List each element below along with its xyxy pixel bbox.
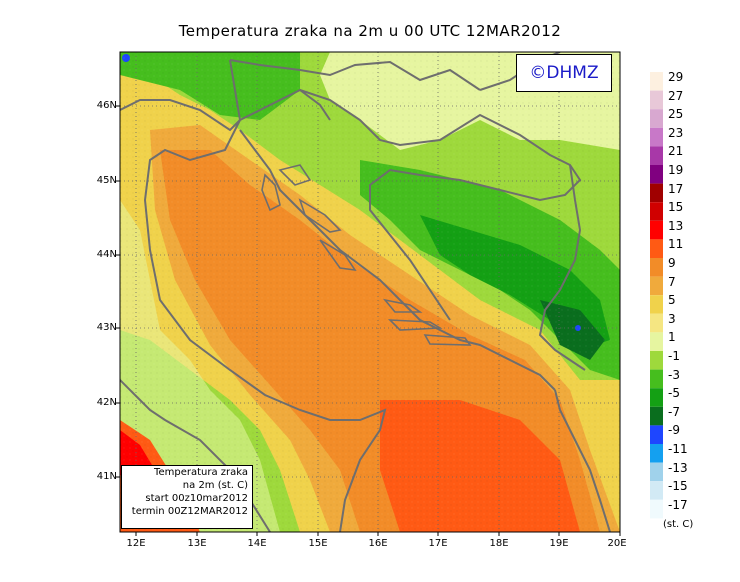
legend-label: -9 bbox=[668, 423, 680, 438]
legend-label: -1 bbox=[668, 349, 680, 363]
legend-swatch bbox=[650, 425, 663, 444]
legend-label: 23 bbox=[668, 125, 684, 140]
legend-swatch bbox=[650, 165, 663, 184]
legend-label: 9 bbox=[668, 256, 676, 270]
info-line: termin 00Z12MAR2012 bbox=[131, 506, 248, 517]
legend-label: -7 bbox=[668, 404, 680, 419]
legend-swatch bbox=[650, 406, 663, 426]
legend-label: 25 bbox=[668, 107, 684, 122]
legend-swatch bbox=[650, 295, 663, 314]
border-slovenia-croatia bbox=[239, 88, 331, 121]
coastline-italy bbox=[120, 99, 387, 532]
info-line: start 00z10mar2012 bbox=[145, 493, 248, 504]
legend-colorbar bbox=[650, 72, 663, 519]
lat-label: 44N bbox=[96, 249, 117, 260]
legend-swatch bbox=[650, 276, 663, 296]
legend-swatch bbox=[650, 90, 663, 110]
border-austria-slovenia bbox=[229, 59, 481, 91]
legend-swatch bbox=[650, 351, 663, 370]
legend-swatch bbox=[650, 444, 663, 463]
legend-unit: (st. C) bbox=[663, 519, 694, 530]
legend-label: 13 bbox=[668, 218, 684, 233]
info-line: Temperatura zraka bbox=[154, 467, 248, 478]
legend-label: -11 bbox=[668, 442, 688, 456]
lon-label: 14E bbox=[247, 538, 267, 549]
border-italy-slovenia bbox=[229, 59, 241, 121]
lat-label: 46N bbox=[96, 100, 117, 111]
lon-label: 12E bbox=[126, 538, 146, 549]
island-cres bbox=[261, 173, 281, 212]
map-frame bbox=[119, 51, 621, 533]
info-box: Temperatura zraka na 2m (st. C) start 00… bbox=[121, 465, 253, 529]
legend-label: 29 bbox=[668, 70, 684, 84]
legend-label: -15 bbox=[668, 479, 688, 494]
info-line: na 2m (st. C) bbox=[182, 480, 248, 491]
lon-label: 15E bbox=[308, 538, 328, 549]
island-dugi bbox=[319, 239, 357, 272]
lon-label: 19E bbox=[549, 538, 569, 549]
island-korcula bbox=[423, 334, 472, 346]
legend-label: 3 bbox=[668, 311, 676, 326]
legend-label: 11 bbox=[668, 237, 684, 252]
legend-swatch bbox=[650, 258, 663, 277]
legend-swatch bbox=[650, 481, 663, 500]
lat-label: 45N bbox=[96, 175, 117, 186]
lon-label: 18E bbox=[489, 538, 509, 549]
legend-swatch bbox=[650, 72, 663, 91]
lon-label: 16E bbox=[368, 538, 388, 549]
legend-label: 27 bbox=[668, 88, 684, 103]
legend-label: 17 bbox=[668, 181, 684, 196]
legend-swatch bbox=[650, 313, 663, 333]
legend-label: 1 bbox=[668, 330, 676, 345]
legend-label: -3 bbox=[668, 367, 680, 382]
legend-label: -17 bbox=[668, 497, 688, 512]
legend-swatch bbox=[650, 239, 663, 258]
legend-label: -13 bbox=[668, 460, 688, 475]
legend-swatch bbox=[650, 369, 663, 389]
lat-label: 42N bbox=[96, 397, 117, 408]
legend-swatch bbox=[650, 388, 663, 407]
legend-swatch bbox=[650, 499, 663, 519]
legend-swatch bbox=[650, 332, 663, 351]
border-croatia-bosnia bbox=[299, 89, 582, 321]
legend-label: -5 bbox=[668, 386, 680, 401]
legend-swatch bbox=[650, 220, 663, 240]
coastline-albania bbox=[554, 389, 611, 532]
legend-label: 5 bbox=[668, 293, 676, 308]
legend-swatch bbox=[650, 183, 663, 203]
legend-swatch bbox=[650, 127, 663, 147]
border-bosnia-serbia bbox=[538, 164, 586, 371]
legend-label: 15 bbox=[668, 200, 684, 215]
island-krk bbox=[278, 164, 312, 186]
legend-swatch bbox=[650, 462, 663, 482]
legend-swatch bbox=[650, 202, 663, 221]
legend-label: 7 bbox=[668, 274, 676, 289]
legend-swatch bbox=[650, 146, 663, 165]
legend-label: 21 bbox=[668, 144, 684, 159]
lon-label: 17E bbox=[428, 538, 448, 549]
lon-label: 20E bbox=[607, 538, 627, 549]
map-title: Temperatura zraka na 2m u 00 UTC 12MAR20… bbox=[178, 22, 562, 40]
island-pag bbox=[298, 198, 342, 233]
dhmz-logo: ©DHMZ bbox=[516, 54, 612, 92]
island-brac bbox=[382, 298, 423, 313]
legend-label: 19 bbox=[668, 163, 684, 177]
lat-label: 41N bbox=[96, 471, 117, 482]
legend-swatch bbox=[650, 109, 663, 128]
lat-label: 43N bbox=[96, 322, 117, 333]
coastline-croatia bbox=[239, 129, 556, 391]
lon-label: 13E bbox=[187, 538, 207, 549]
